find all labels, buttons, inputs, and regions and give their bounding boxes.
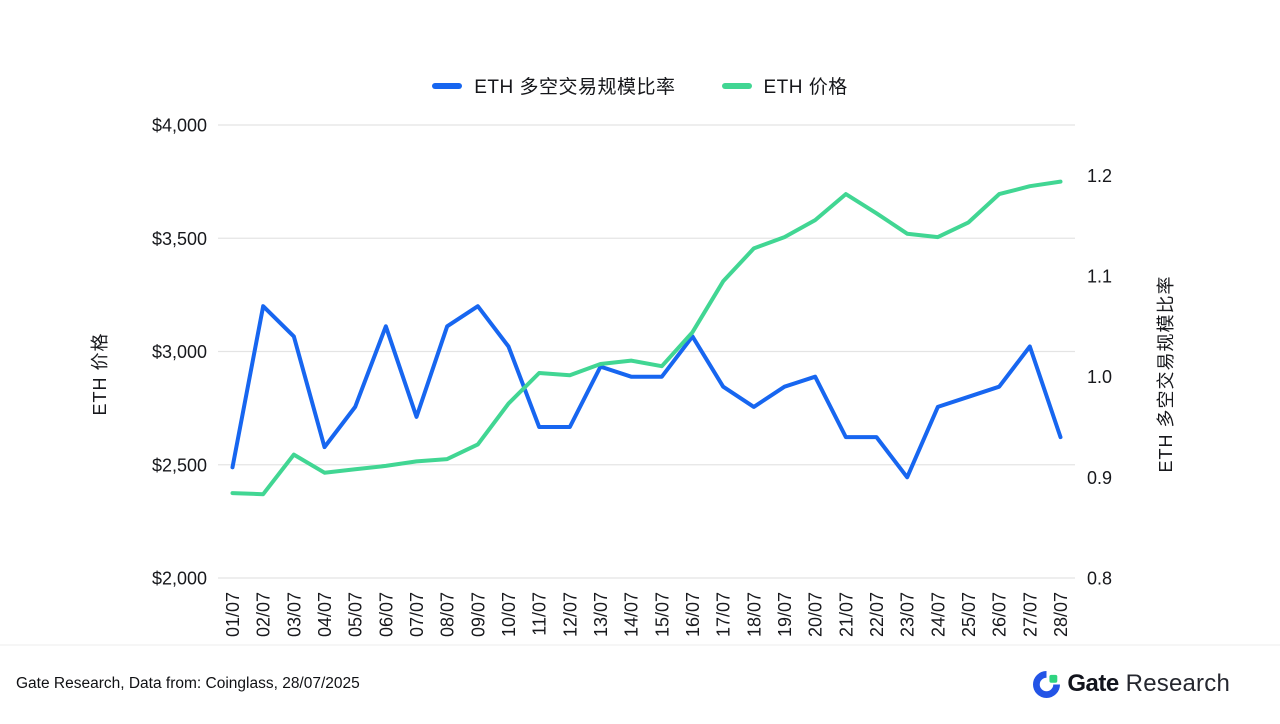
gate-logo-icon bbox=[1033, 670, 1061, 698]
svg-text:0.9: 0.9 bbox=[1087, 468, 1112, 488]
svg-text:19/07: 19/07 bbox=[775, 592, 795, 637]
svg-text:12/07: 12/07 bbox=[560, 592, 580, 637]
svg-text:13/07: 13/07 bbox=[591, 592, 611, 637]
ratio-line-swatch bbox=[432, 82, 463, 89]
svg-text:20/07: 20/07 bbox=[806, 592, 826, 637]
legend-label-ratio: ETH 多空交易规模比率 bbox=[474, 77, 676, 98]
series-line-1 bbox=[230, 179, 1063, 497]
svg-text:21/07: 21/07 bbox=[836, 592, 856, 637]
svg-text:06/07: 06/07 bbox=[376, 592, 396, 637]
left-axis-tick-labels: $4,000 $3,500 $3,000 $2,500 $2,000 bbox=[152, 116, 207, 589]
right-axis-tick-labels: 1.2 1.1 1.0 0.9 0.8 bbox=[1087, 166, 1112, 589]
right-axis-title: ETH 多空交易规模比率 bbox=[1156, 275, 1176, 473]
left-axis-title: ETH 价格 bbox=[90, 332, 110, 416]
svg-text:26/07: 26/07 bbox=[990, 592, 1010, 637]
svg-text:22/07: 22/07 bbox=[867, 592, 887, 637]
gridlines bbox=[0, 124, 1280, 646]
svg-text:09/07: 09/07 bbox=[468, 592, 488, 637]
svg-text:25/07: 25/07 bbox=[959, 592, 979, 637]
svg-text:$4,000: $4,000 bbox=[152, 116, 207, 136]
svg-text:08/07: 08/07 bbox=[438, 592, 458, 637]
svg-text:07/07: 07/07 bbox=[407, 592, 427, 637]
legend-item-ratio[interactable]: ETH 多空交易规模比率 bbox=[432, 72, 675, 99]
logo-suffix-text: Research bbox=[1125, 670, 1230, 697]
svg-text:18/07: 18/07 bbox=[744, 592, 764, 637]
legend-item-price[interactable]: ETH 价格 bbox=[721, 72, 848, 99]
svg-text:1.1: 1.1 bbox=[1087, 267, 1112, 287]
legend-label-price: ETH 价格 bbox=[763, 77, 848, 98]
svg-text:15/07: 15/07 bbox=[652, 592, 672, 637]
svg-text:14/07: 14/07 bbox=[622, 592, 642, 637]
source-note: Gate Research, Data from: Coinglass, 28/… bbox=[16, 675, 360, 692]
series-lines bbox=[230, 179, 1063, 497]
x-axis-tick-labels: 01/07 02/07 03/07 04/07 05/07 06/07 07/07 08/07… bbox=[223, 592, 1071, 637]
svg-text:$2,000: $2,000 bbox=[152, 569, 207, 589]
svg-text:$2,500: $2,500 bbox=[152, 455, 207, 475]
svg-text:24/07: 24/07 bbox=[928, 592, 948, 637]
svg-text:1.2: 1.2 bbox=[1087, 166, 1112, 186]
svg-text:1.0: 1.0 bbox=[1087, 367, 1112, 387]
svg-text:01/07: 01/07 bbox=[223, 592, 243, 637]
price-line-swatch bbox=[721, 82, 752, 89]
svg-text:0.8: 0.8 bbox=[1087, 569, 1112, 589]
svg-text:17/07: 17/07 bbox=[714, 592, 734, 637]
svg-text:23/07: 23/07 bbox=[898, 592, 918, 637]
svg-text:10/07: 10/07 bbox=[499, 592, 519, 637]
svg-text:03/07: 03/07 bbox=[284, 592, 304, 637]
gate-research-logo: Gate Research bbox=[1033, 670, 1230, 698]
logo-brand-text: Gate bbox=[1067, 670, 1119, 697]
svg-text:04/07: 04/07 bbox=[315, 592, 335, 637]
svg-text:28/07: 28/07 bbox=[1051, 592, 1071, 637]
svg-text:11/07: 11/07 bbox=[530, 592, 550, 636]
svg-text:02/07: 02/07 bbox=[254, 592, 274, 637]
svg-text:$3,000: $3,000 bbox=[152, 342, 207, 362]
svg-text:27/07: 27/07 bbox=[1020, 592, 1040, 637]
chart-legend: ETH 多空交易规模比率 ETH 价格 bbox=[0, 72, 1280, 99]
svg-text:$3,500: $3,500 bbox=[152, 229, 207, 249]
series-line-0 bbox=[230, 304, 1063, 480]
svg-text:05/07: 05/07 bbox=[346, 592, 366, 637]
svg-text:16/07: 16/07 bbox=[683, 592, 703, 637]
